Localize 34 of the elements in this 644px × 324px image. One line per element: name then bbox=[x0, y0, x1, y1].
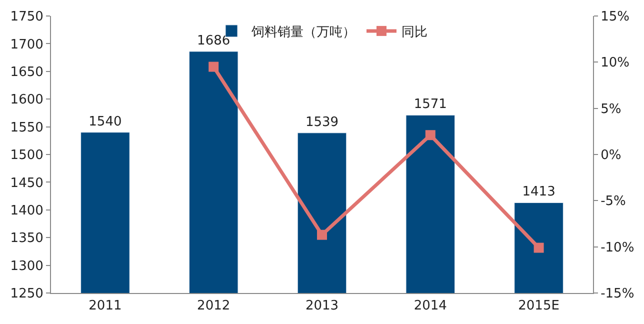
data-label: 1540 bbox=[88, 114, 122, 130]
y-tick-label: 1750 bbox=[10, 10, 44, 25]
data-label: 1539 bbox=[305, 114, 339, 130]
x-tick-label: 2012 bbox=[197, 298, 230, 314]
x-tick-label: 2014 bbox=[414, 298, 447, 314]
point bbox=[425, 130, 436, 140]
y2-tick-label: -10% bbox=[600, 240, 634, 256]
y-tick-label: 1250 bbox=[10, 286, 44, 302]
legend-label: 同比 bbox=[402, 25, 428, 40]
y-tick-label: 1350 bbox=[10, 231, 44, 246]
y-tick-label: 1450 bbox=[10, 176, 44, 191]
y2-tick-label: 0% bbox=[600, 148, 622, 164]
data-label: 1413 bbox=[522, 184, 556, 200]
y-tick-label: 1300 bbox=[10, 258, 44, 274]
y2-tick-label: -5% bbox=[600, 194, 626, 210]
y2-tick-label: 15% bbox=[600, 10, 630, 25]
x-tick-label: 2013 bbox=[305, 298, 339, 314]
point bbox=[317, 230, 327, 240]
y-tick-label: 1650 bbox=[10, 64, 44, 80]
y-tick-label: 1500 bbox=[10, 148, 44, 164]
x-tick-label: 2015E bbox=[518, 298, 560, 314]
data-label: 1571 bbox=[414, 97, 447, 112]
y2-tick-label: -15% bbox=[600, 286, 634, 302]
y-tick-label: 1700 bbox=[10, 37, 44, 52]
y2-tick-label: 5% bbox=[600, 102, 622, 117]
y-tick-label: 1550 bbox=[10, 120, 44, 136]
point bbox=[208, 62, 219, 72]
legend-label: 饲料销量（万吨） bbox=[250, 25, 356, 40]
x-tick-label: 2011 bbox=[88, 298, 122, 314]
data-label: 1686 bbox=[197, 33, 230, 48]
y-tick-label: 1400 bbox=[10, 203, 44, 218]
y-tick-label: 1600 bbox=[10, 92, 44, 108]
y2-tick-label: 10% bbox=[600, 56, 630, 71]
point bbox=[534, 242, 544, 253]
